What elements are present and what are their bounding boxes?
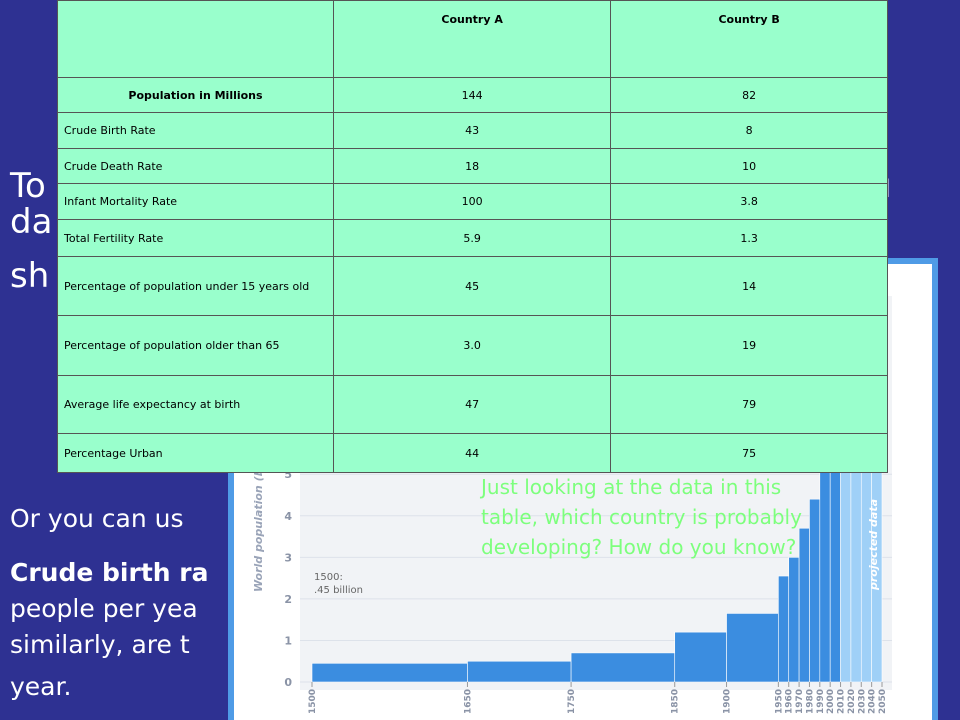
y-tick-label: 5 <box>284 468 292 481</box>
table-cell: 10 <box>610 148 888 184</box>
table-cell: 5.9 <box>332 219 612 257</box>
slide-text: year. <box>10 672 72 701</box>
header-cell: Country B <box>610 0 888 78</box>
table-cell: Average life expectancy at birth <box>57 375 334 434</box>
y-tick-label: 1 <box>284 634 292 647</box>
annotation: .45 billion <box>314 585 363 596</box>
y-tick-label: 3 <box>284 551 292 564</box>
table-cell: 3.8 <box>610 183 888 220</box>
bar <box>778 575 790 683</box>
x-tick-label: 1650 <box>463 689 473 714</box>
x-tick-label: 2030 <box>857 689 867 714</box>
slide-text: sh <box>10 256 50 296</box>
y-tick-label: 2 <box>284 593 292 606</box>
bar <box>674 631 727 683</box>
table-row: Percentage of population older than 65 3.… <box>57 315 888 376</box>
table-cell: 82 <box>610 77 888 113</box>
table-row: Crude Death Rate 18 10 <box>57 148 888 184</box>
x-tick-label: 2010 <box>837 689 847 714</box>
question-line: Just looking at the data in this <box>481 475 782 499</box>
x-tick-label: 2020 <box>847 689 857 714</box>
x-tick-label: 2050 <box>878 689 888 714</box>
table-row: Total Fertility Rate 5.9 1.3 <box>57 219 888 257</box>
bar <box>311 662 468 683</box>
bar <box>726 613 779 683</box>
x-tick-label: 1970 <box>795 689 805 714</box>
table-row: Percentage of population under 15 years … <box>57 256 888 316</box>
table-row: Average life expectancy at birth 47 79 <box>57 375 888 434</box>
slide-text: similarly, are t <box>10 630 190 659</box>
slide-text: Crude birth ra <box>10 558 209 587</box>
bar <box>788 557 800 683</box>
table-cell: 14 <box>610 256 888 316</box>
x-tick-label: 1500 <box>308 689 318 714</box>
bar <box>809 498 821 683</box>
table-cell: 75 <box>610 433 888 473</box>
table-cell: Total Fertility Rate <box>57 219 334 257</box>
slide-text: Or you can us <box>10 504 184 533</box>
header-row: Country A Country B <box>57 0 888 78</box>
header-cell: Country A <box>332 0 612 78</box>
slide-text: da <box>10 202 53 242</box>
table-cell: 47 <box>332 375 612 434</box>
x-tick-label: 2000 <box>826 689 836 714</box>
bar <box>570 652 676 683</box>
question-line: developing? How do you know? <box>481 535 797 559</box>
table-row: Population in Millions 144 82 <box>57 77 888 113</box>
slide-text: To <box>10 166 46 206</box>
table-cell: Percentage of population older than 65 <box>57 315 334 376</box>
table-cell: 1.3 <box>610 219 888 257</box>
data-table: Country A Country B Population in Millio… <box>57 0 888 473</box>
table-cell: 8 <box>610 112 888 149</box>
table-cell: 144 <box>332 77 612 113</box>
series-label: projected data <box>867 499 880 591</box>
x-tick-label: 2040 <box>868 689 878 714</box>
y-tick-label: 4 <box>284 510 292 523</box>
table-cell: 19 <box>610 315 888 376</box>
x-tick-label: 1960 <box>785 689 795 714</box>
table-cell: 79 <box>610 375 888 434</box>
slide-text: people per yea <box>10 594 198 623</box>
y-tick-label: 0 <box>284 676 292 689</box>
table-cell: 44 <box>332 433 612 473</box>
table-cell: Population in Millions <box>57 77 334 113</box>
table-cell: Infant Mortality Rate <box>57 183 334 220</box>
question: Just looking at the data in this table, … <box>481 472 802 562</box>
x-tick-label: 1950 <box>774 689 784 714</box>
x-tick-label: 1980 <box>805 689 815 714</box>
table-cell: Percentage Urban <box>57 433 334 473</box>
x-tick-label: 1900 <box>723 689 733 714</box>
table-cell: 100 <box>332 183 612 220</box>
table-cell: 45 <box>332 256 612 316</box>
table-cell: Percentage of population under 15 years … <box>57 256 334 316</box>
table-cell: Crude Birth Rate <box>57 112 334 149</box>
table-row: Crude Birth Rate 43 8 <box>57 112 888 149</box>
table-cell: 18 <box>332 148 612 184</box>
table-cell: 43 <box>332 112 612 149</box>
x-tick-label: 1850 <box>671 689 681 714</box>
x-tick-label: 1990 <box>816 689 826 714</box>
bar <box>819 461 831 683</box>
header-cell <box>57 0 334 78</box>
question-line: table, which country is probably <box>481 505 802 529</box>
x-tick-label: 1750 <box>567 689 577 714</box>
table-row: Percentage Urban 44 75 <box>57 433 888 473</box>
table-cell: 3.0 <box>332 315 612 376</box>
bar <box>467 660 572 683</box>
table-row: Infant Mortality Rate 100 3.8 <box>57 183 888 220</box>
annotation: 1500: <box>314 572 343 583</box>
table-cell: Crude Death Rate <box>57 148 334 184</box>
